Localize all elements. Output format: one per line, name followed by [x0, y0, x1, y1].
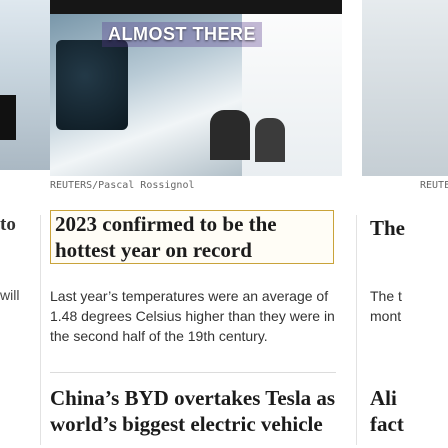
article-headline-highlighted[interactable]: 2023 confirmed to be the hottest year on…	[50, 210, 334, 264]
right-summary-line: The t	[370, 288, 402, 304]
right-headline-fragment[interactable]: The	[370, 216, 406, 240]
right-article-column: REUTE The The t mont Ali fact	[362, 0, 448, 448]
article-divider	[50, 372, 336, 373]
article-headline[interactable]: China’s BYD overtakes Tesla as world’s b…	[50, 386, 336, 436]
right-image-credit: REUTE	[420, 180, 448, 191]
image-sign-text: ALMOST THERE	[102, 22, 262, 47]
image-figure	[255, 118, 285, 162]
right-article-image[interactable]	[362, 0, 448, 176]
article-image[interactable]: ALMOST THERE	[50, 0, 342, 176]
right-headline-fragment-2[interactable]: Ali fact	[370, 385, 404, 437]
image-shape	[56, 40, 128, 130]
left-headline-fragment[interactable]: to	[0, 214, 16, 235]
left-summary-fragment: will	[0, 287, 20, 303]
article-summary: Last year’s temperatures were an average…	[50, 288, 335, 344]
image-figure	[210, 110, 250, 160]
right-summary-fragment: The t mont	[370, 286, 402, 326]
image-credit: REUTERS/Pascal Rossignol	[50, 180, 195, 191]
image-shape	[0, 95, 16, 140]
column-divider	[356, 215, 357, 445]
right-headline-line: fact	[370, 412, 404, 436]
right-summary-line: mont	[370, 308, 402, 324]
column-divider	[40, 215, 41, 445]
image-top-bar	[50, 0, 342, 14]
main-article-card: ALMOST THERE REUTERS/Pascal Rossignol 20…	[50, 0, 350, 448]
right-headline-line: Ali	[370, 386, 397, 410]
